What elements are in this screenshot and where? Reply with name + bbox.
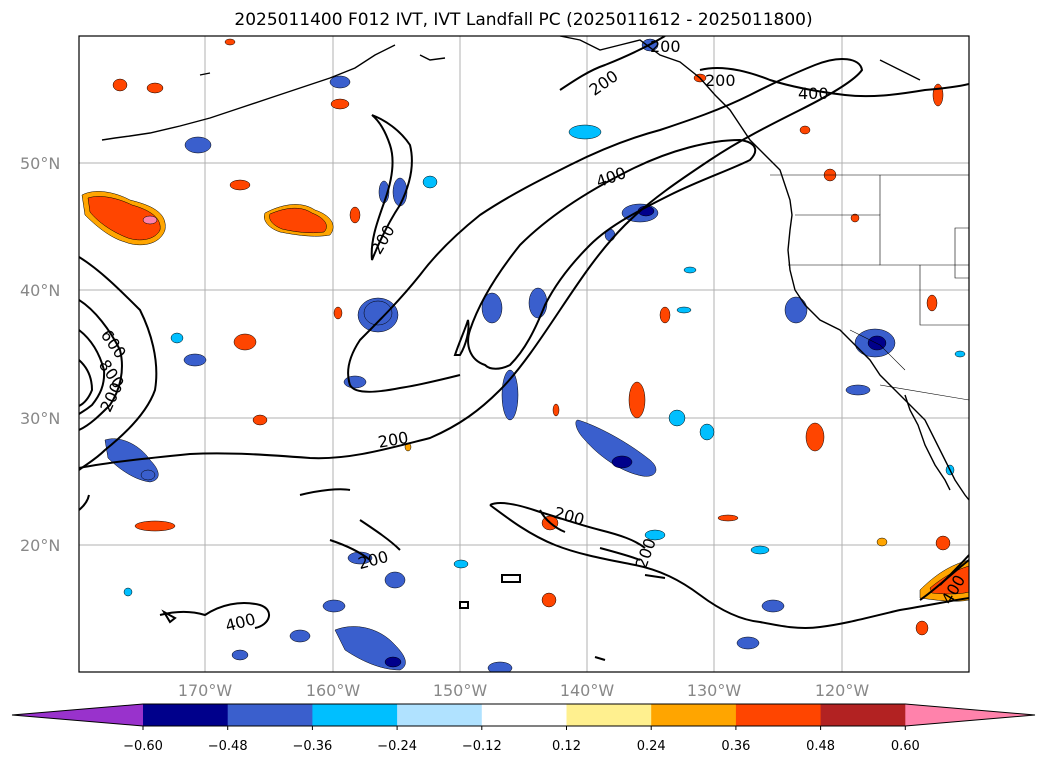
coastlines (101, 36, 969, 501)
colorbar-segment (312, 704, 398, 726)
contour-label: 200 (650, 37, 681, 56)
lat-label-30n: 30°N (20, 409, 60, 428)
latitude-labels: 50°N 40°N 30°N 20°N (20, 154, 60, 555)
colorbar-tick-label: 0.12 (552, 739, 581, 754)
colorbar-tick-label: −0.60 (123, 739, 163, 754)
colorbar-tick-label: −0.12 (462, 739, 502, 754)
longitude-labels: 170°W 160°W 150°W 140°W 130°W 120°W (178, 681, 870, 700)
lon-label-150w: 150°W (433, 681, 488, 700)
colorbar-segment (481, 704, 567, 726)
lon-label-170w: 170°W (178, 681, 233, 700)
map-background (79, 36, 969, 672)
colorbar-tick-label: 0.36 (721, 739, 750, 754)
colorbar-segment (651, 704, 737, 726)
contour-label: 400 (798, 84, 829, 103)
colorbar-tick-label: 0.60 (891, 739, 920, 754)
colorbar: −0.60 −0.48 −0.36 −0.24 −0.12 0.12 0.24 0.36 0.4… (11, 703, 1036, 754)
colorbar-segment (566, 704, 652, 726)
map-frame (78, 35, 970, 673)
borders (770, 174, 969, 401)
colorbar-tick-label: 0.24 (637, 739, 666, 754)
colorbar-tick-label: 0.48 (806, 739, 835, 754)
lon-label-160w: 160°W (306, 681, 361, 700)
colorbar-segment (820, 704, 906, 726)
lat-label-40n: 40°N (20, 281, 60, 300)
lat-label-50n: 50°N (20, 154, 60, 173)
colorbar-extend-low (12, 704, 143, 726)
colorbar-segment (143, 704, 229, 726)
colorbar-extend-high (905, 704, 1035, 726)
colorbar-segment (227, 704, 313, 726)
lon-label-120w: 120°W (815, 681, 870, 700)
colorbar-tick-label: −0.36 (292, 739, 332, 754)
negative-pc-regions (104, 38, 966, 672)
lon-label-130w: 130°W (687, 681, 742, 700)
colorbar-segment (735, 704, 822, 726)
lon-label-140w: 140°W (560, 681, 615, 700)
colorbar-segment (397, 704, 483, 726)
ivt-contours (79, 36, 969, 661)
colorbar-tick-label: −0.48 (208, 739, 248, 754)
map-title: 2025011400 F012 IVT, IVT Landfall PC (20… (234, 10, 813, 30)
colorbar-tick-label: −0.24 (377, 739, 417, 754)
lat-label-20n: 20°N (20, 536, 60, 555)
contour-label: 200 (705, 71, 736, 90)
